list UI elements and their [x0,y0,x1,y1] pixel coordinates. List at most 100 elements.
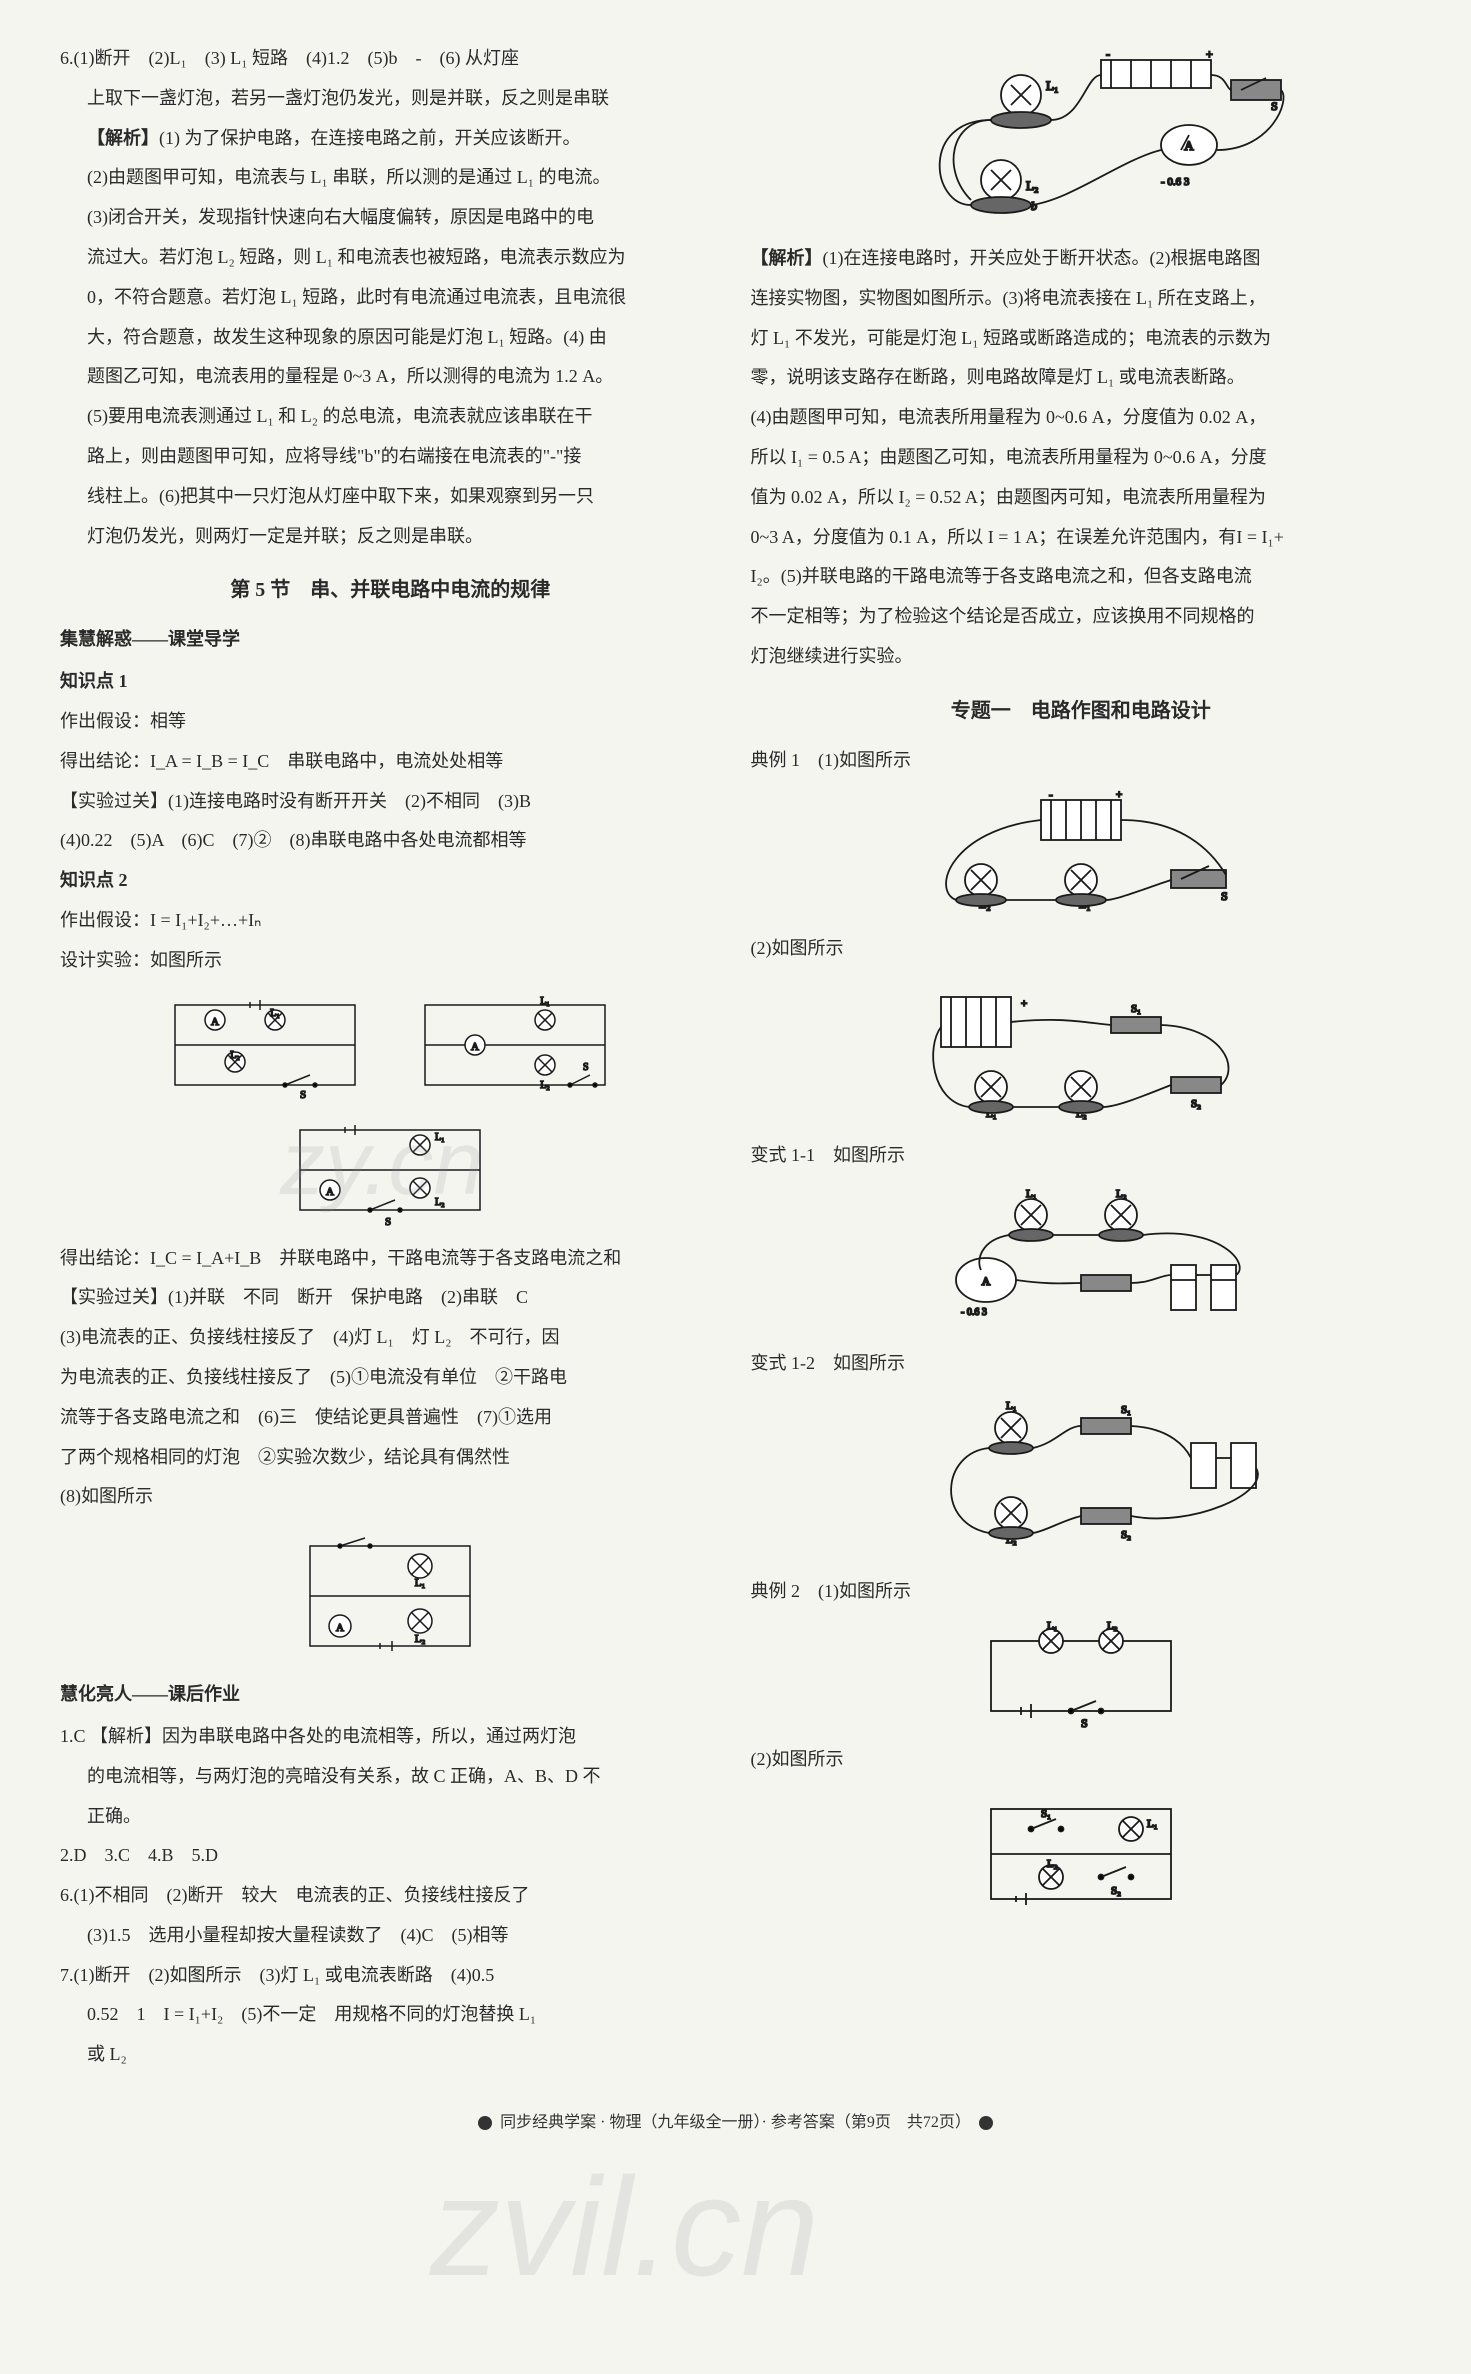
jiexi11: 灯泡仍发光，则两灯一定是并联；反之则是串联。 [60,518,721,556]
q6-jiexi: 【解析】(1) 为了保护电路，在连接电路之前，开关应该断开。 [60,120,721,158]
jiexi6: 大，符合题意，故发生这种现象的原因可能是灯泡 L₁ 短路。(4) 由 [60,319,721,357]
svg-text:- 0.6 3: - 0.6 3 [961,1307,987,1318]
hw6b: (3)1.5 选用小量程却按大量程读数了 (4)C (5)相等 [60,1917,721,1955]
svg-text:- 0.6 3: - 0.6 3 [1161,176,1190,188]
svg-text:S₁: S₁ [1131,1003,1141,1015]
zsd2-l4: 【实验过关】(1)并联 不同 断开 保护电路 (2)串联 C [60,1279,721,1317]
r-jiexi3: 灯 L₁ 不发光，可能是灯泡 L₁ 短路或断路造成的；电流表的示数为 [751,320,1412,358]
diagram-dl2-1: L₁ L₂ S [751,1621,1412,1731]
zsd1: 知识点 1 [60,663,721,701]
circuit-realistic-2: -+ L₂ L₁ S [891,790,1271,920]
diagram-zsd2-3: A L₁ L₂ S [60,1110,721,1230]
jiexi5: 0，不符合题意。若灯泡 L₁ 短路，此时有电流通过电流表，且电流很 [60,279,721,317]
circuit-diagram-3: A L₁ L₂ S [270,1110,510,1230]
svg-text:A: A [471,1041,479,1053]
diagram-zsd2-row: A L₁ L₂ S A L₁ L₂ [60,990,721,1100]
svg-text:L₂: L₂ [415,1633,426,1645]
jiexi8: (5)要用电流表测通过 L₁ 和 L₂ 的总电流，电流表就应该串联在干 [60,398,721,436]
svg-text:L₁: L₁ [435,1132,445,1143]
circuit-realistic-4: L₁ L₂ A - 0.6 3 [881,1185,1281,1335]
svg-text:L₂: L₂ [1107,1621,1118,1632]
dl2-2: (2)如图所示 [751,1741,1412,1779]
zsd1-l3: 【实验过关】(1)连接电路时没有断开开关 (2)不相同 (3)B [60,783,721,821]
hw2: 2.D 3.C 4.B 5.D [60,1837,721,1875]
zsd2-l5: (3)电流表的正、负接线柱接反了 (4)灯 L₁ 灯 L₂ 不可行，因 [60,1319,721,1357]
r-jiexi: 【解析】(1)在连接电路时，开关应处于断开状态。(2)根据电路图 [751,240,1412,278]
svg-text:A: A [326,1186,334,1198]
footer-dot-icon [478,2116,492,2130]
page-footer: 同步经典学案 · 物理（九年级全一册）· 参考答案（第9页 共72页） [60,2106,1411,2140]
svg-text:L₂: L₂ [435,1197,445,1208]
svg-text:L₂: L₂ [540,1080,550,1091]
hw1b: 的电流相等，与两灯泡的亮暗没有关系，故 C 正确，A、B、D 不 [60,1758,721,1796]
svg-text:A: A [211,1016,219,1028]
bs11: 变式 1-1 如图所示 [751,1137,1412,1175]
r-jiexi10: 不一定相等；为了检验这个结论是否成立，应该换用不同规格的 [751,598,1412,636]
diagram-dl2-2: L₁ L₂ S₁ S₂ [751,1789,1412,1919]
circuit-diagram-1: A L₁ L₂ S [155,990,375,1100]
svg-text:L₁: L₁ [540,996,550,1007]
zsd2-l6: 为电流表的正、负接线柱接反了 (5)①电流没有单位 ②干路电 [60,1359,721,1397]
svg-text:L₂: L₂ [1047,1858,1058,1870]
jiexi10: 线柱上。(6)把其中一只灯泡从灯座中取下来，如果观察到另一只 [60,478,721,516]
r-jiexi2: 连接实物图，实物图如图所示。(3)将电流表接在 L₁ 所在支路上， [751,280,1412,318]
q6-line2: 上取下一盏灯泡，若另一盏灯泡仍发光，则是并联，反之则是串联 [60,80,721,118]
r-jiexi9: I₂。(5)并联电路的干路电流等于各支路电流之和，但各支路电流 [751,558,1412,596]
hw1: 1.C 【解析】因为串联电路中各处的电流相等，所以，通过两灯泡 [60,1718,721,1756]
svg-text:b: b [1031,199,1037,213]
svg-text:L₁: L₁ [1147,1818,1158,1830]
jiexi4: 流过大。若灯泡 L₂ 短路，则 L₁ 和电流表也被短路，电流表示数应为 [60,239,721,277]
bs12: 变式 1-2 如图所示 [751,1345,1412,1383]
zsd2-l3: 得出结论：I_C = I_A+I_B 并联电路中，干路电流等于各支路电流之和 [60,1240,721,1278]
svg-text:S: S [385,1216,391,1228]
zt1-title: 专题一 电路作图和电路设计 [751,690,1412,732]
footer-dot-icon [979,2116,993,2130]
svg-text:A: A [981,1274,990,1288]
diagram-zsd2-8: L₁ A L₂ [60,1526,721,1666]
diagram-dl1-2: + L₁ L₂ S₁ S₂ [751,977,1412,1127]
circuit-schematic-2: L₁ L₂ S₁ S₂ [961,1789,1201,1919]
svg-text:L₂: L₂ [1116,1188,1127,1200]
svg-text:S₁: S₁ [1041,1808,1051,1820]
r-jiexi5: (4)由题图甲可知，电流表所用量程为 0~0.6 A，分度值为 0.02 A， [751,399,1412,437]
svg-text:S₂: S₂ [1121,1529,1131,1541]
hw7c: 或 L₂ [60,2036,721,2074]
zsd1-l4: (4)0.22 (5)A (6)C (7)② (8)串联电路中各处电流都相等 [60,822,721,860]
circuit-schematic-1: L₁ L₂ S [961,1621,1201,1731]
jiexi7: 题图乙可知，电流表用的量程是 0~3 A，所以测得的电流为 1.2 A。 [60,358,721,396]
svg-text:+: + [1116,790,1122,801]
r-jiexi6: 所以 I₁ = 0.5 A；由题图乙可知，电流表所用量程为 0~0.6 A，分度 [751,439,1412,477]
r-jiexi7: 值为 0.02 A，所以 I₂ = 0.52 A；由题图丙可知，电流表所用量程为 [751,479,1412,517]
r-jiexi-label: 【解析】 [751,248,823,268]
circuit-realistic-3: + L₁ L₂ S₁ S₂ [881,977,1281,1127]
zsd1-l1: 作出假设：相等 [60,703,721,741]
jiexi2: (2)由题图甲可知，电流表与 L₁ 串联，所以测的是通过 L₁ 的电流。 [60,159,721,197]
r-jiexi1: (1)在连接电路时，开关应处于断开状态。(2)根据电路图 [823,248,1261,268]
hw7b: 0.52 1 I = I₁+I₂ (5)不一定 用规格不同的灯泡替换 L₁ [60,1996,721,2034]
svg-text:L₁: L₁ [1046,78,1058,93]
diagram-dl1-1: -+ L₂ L₁ S [751,790,1412,920]
zsd2-l9: (8)如图所示 [60,1478,721,1516]
circuit-realistic-1: -+ S A - 0.6 3 L₁ L₂ a b [871,50,1291,230]
q6-line1: 6.(1)断开 (2)L₁ (3) L₁ 短路 (4)1.2 (5)b - (6… [60,40,721,78]
diagram-top-right: -+ S A - 0.6 3 L₁ L₂ a b [751,50,1412,230]
zsd2-l7: 流等于各支路电流之和 (6)三 使结论更具普遍性 (7)①选用 [60,1399,721,1437]
r-jiexi11: 灯泡继续进行实验。 [751,638,1412,676]
svg-text:+: + [1021,998,1027,1010]
dl1: 典例 1 (1)如图所示 [751,742,1412,780]
svg-text:S: S [1221,889,1228,903]
svg-text:L₁: L₁ [415,1577,426,1589]
dl2: 典例 2 (1)如图所示 [751,1573,1412,1611]
svg-text:S: S [1081,1716,1088,1730]
hw6: 6.(1)不相同 (2)断开 较大 电流表的正、负接线柱接反了 [60,1877,721,1915]
jiexi-label: 【解析】 [87,128,159,148]
zsd2-l2: 设计实验：如图所示 [60,942,721,980]
r-jiexi8: 0~3 A，分度值为 0.1 A，所以 I = 1 A；在误差允许范围内，有I … [751,519,1412,557]
diagram-bs12: L₁ L₂ S₁ S₂ [751,1393,1412,1563]
circuit-diagram-4: L₁ A L₂ [280,1526,500,1666]
jiexi3: (3)闭合开关，发现指针快速向右大幅度偏转，原因是电路中的电 [60,199,721,237]
jiexi-text1: (1) 为了保护电路，在连接电路之前，开关应该断开。 [159,128,581,148]
circuit-realistic-5: L₁ L₂ S₁ S₂ [871,1393,1291,1563]
section5-title: 第 5 节 串、并联电路中电流的规律 [60,569,721,611]
svg-text:-: - [1049,790,1053,801]
